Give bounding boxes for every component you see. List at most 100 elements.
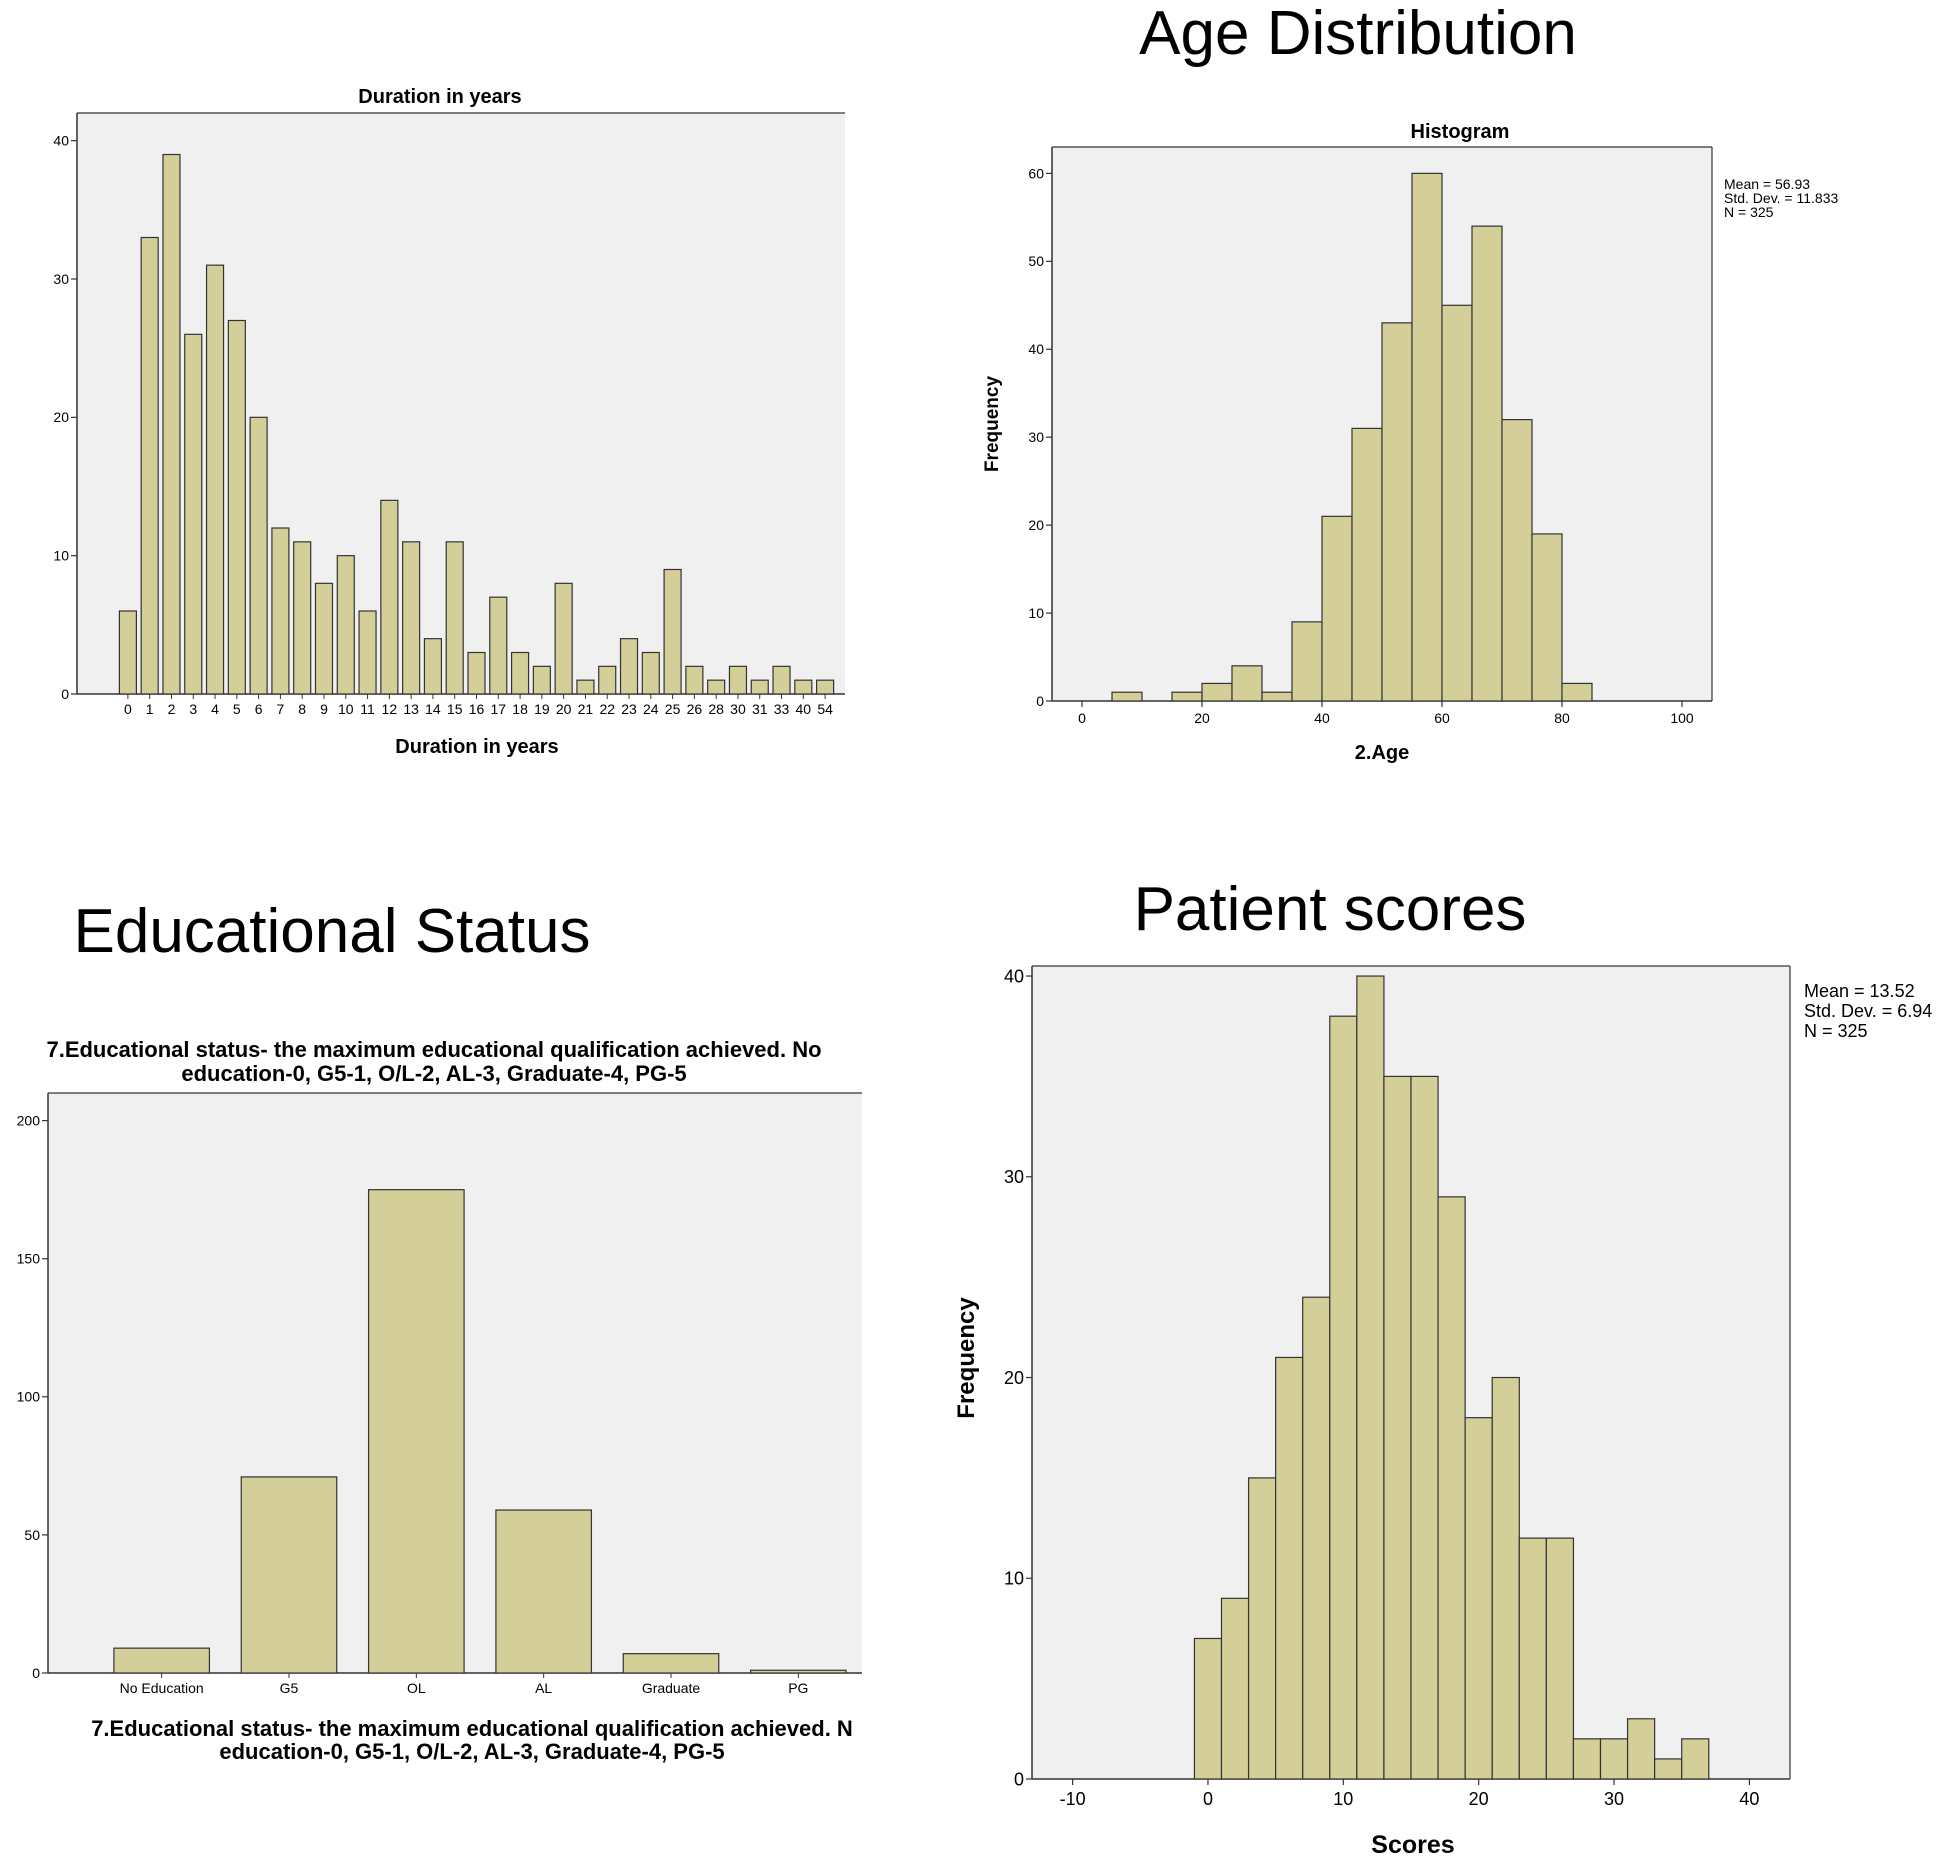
x-tick-label: No Education xyxy=(120,1680,204,1696)
bar xyxy=(423,638,443,695)
bar xyxy=(336,555,355,695)
bar xyxy=(227,319,246,695)
x-tick-label: 9 xyxy=(320,701,328,717)
x-tick-label: 12 xyxy=(382,701,398,717)
y-tick-label: 30 xyxy=(1004,1167,1024,1187)
bar xyxy=(467,651,486,695)
bar xyxy=(772,665,791,695)
histogram-bar xyxy=(1351,427,1383,702)
bar xyxy=(495,1509,593,1674)
bar xyxy=(205,264,225,695)
x-tick-label: 23 xyxy=(621,701,637,717)
chart-title: Histogram xyxy=(1411,121,1510,143)
histogram-bar xyxy=(1654,1758,1683,1780)
bar xyxy=(380,499,399,695)
x-tick-label: 40 xyxy=(1314,710,1330,726)
histogram-bar xyxy=(1626,1718,1656,1780)
heading-age-distribution: Age Distribution xyxy=(1139,0,1577,68)
bar xyxy=(113,1647,211,1674)
x-tick-label: 1 xyxy=(146,701,154,717)
bar xyxy=(598,665,617,695)
bar xyxy=(619,638,639,695)
x-tick-label: 60 xyxy=(1434,710,1450,726)
y-tick-label: 50 xyxy=(1028,253,1044,269)
bar xyxy=(622,1653,720,1674)
y-tick-label: 50 xyxy=(24,1527,40,1543)
bar xyxy=(240,1476,338,1674)
x-tick-label: 26 xyxy=(687,701,703,717)
x-tick-label: 14 xyxy=(425,701,441,717)
stats-line: Mean = 13.52 xyxy=(1804,981,1915,1001)
x-tick-label: G5 xyxy=(280,1680,299,1696)
y-tick-label: 40 xyxy=(1004,966,1024,986)
x-tick-label: 4 xyxy=(211,701,219,717)
x-tick-label: 3 xyxy=(189,701,197,717)
bar xyxy=(707,679,726,695)
x-tick-label: 2 xyxy=(168,701,176,717)
x-axis-label: 7.Educational status- the maximum educat… xyxy=(91,1716,853,1764)
chart-patient-scores-histogram: 0 10 20 30 40 -10 0 10 20 30 40 Scores Frequency Mean… xyxy=(953,965,1932,1859)
bar xyxy=(140,236,159,695)
histogram-bar xyxy=(1111,691,1143,702)
y-tick-label: 200 xyxy=(17,1113,41,1129)
x-tick-label: 17 xyxy=(490,701,506,717)
x-tick-label: 54 xyxy=(817,701,833,717)
x-tick-label: 19 xyxy=(534,701,550,717)
x-tick-label: Graduate xyxy=(642,1680,701,1696)
stats-line: Mean = 56.93 xyxy=(1724,176,1810,192)
x-tick-label: 11 xyxy=(360,701,375,717)
x-tick-label: -10 xyxy=(1060,1789,1086,1809)
x-tick-label: 100 xyxy=(1670,710,1694,726)
heading-patient-scores: Patient scores xyxy=(1134,875,1527,944)
x-tick-label: 13 xyxy=(403,701,419,717)
x-tick-label: 30 xyxy=(730,701,746,717)
x-axis-label: Scores xyxy=(1371,1831,1454,1859)
histogram-bar xyxy=(1261,691,1293,702)
histogram-bar xyxy=(1201,682,1233,702)
bar xyxy=(293,541,312,695)
bar xyxy=(510,651,530,695)
histogram-bar xyxy=(1545,1537,1575,1780)
x-tick-label: 31 xyxy=(752,701,768,717)
bar xyxy=(663,568,682,695)
y-tick-label: 100 xyxy=(17,1389,41,1405)
x-tick-label: 5 xyxy=(233,701,241,717)
x-axis-label: Duration in years xyxy=(395,736,558,758)
x-tick-label: 30 xyxy=(1604,1789,1624,1809)
stats-line: Std. Dev. = 6.94 xyxy=(1804,1001,1932,1021)
histogram-bar xyxy=(1356,975,1385,1780)
bar xyxy=(271,527,290,695)
chart-title: 7.Educational status- the maximum educat… xyxy=(46,1037,821,1086)
stats-line: Std. Dev. = 11.833 xyxy=(1724,190,1838,206)
chart-age-histogram: 0 10 20 30 40 50 60 0 20 40 60 80 100 Histogram 2.Age F… xyxy=(982,121,1838,764)
y-tick-label: 20 xyxy=(1028,517,1044,533)
y-tick-label: 40 xyxy=(1028,341,1044,357)
bar xyxy=(750,679,769,695)
x-tick-label: 6 xyxy=(255,701,263,717)
histogram-bar xyxy=(1329,1015,1358,1780)
x-axis-label: 2.Age xyxy=(1355,742,1409,764)
histogram-bar xyxy=(1275,1356,1304,1780)
y-tick-label: 10 xyxy=(53,548,69,564)
histogram-bar xyxy=(1681,1738,1710,1780)
stats-line: N = 325 xyxy=(1724,204,1774,220)
bar xyxy=(118,610,137,695)
histogram-bar xyxy=(1437,1196,1466,1780)
x-tick-label: 40 xyxy=(1739,1789,1759,1809)
histogram-bar xyxy=(1531,533,1563,702)
y-tick-label: 30 xyxy=(53,271,69,287)
bar xyxy=(641,651,660,695)
histogram-bar xyxy=(1383,1075,1412,1780)
histogram-bar xyxy=(1247,1477,1277,1780)
x-tick-label: 21 xyxy=(578,701,594,717)
x-tick-label: AL xyxy=(535,1680,552,1696)
bar xyxy=(489,596,508,695)
y-tick-label: 20 xyxy=(1004,1368,1024,1388)
x-tick-label: 0 xyxy=(1078,710,1086,726)
bar xyxy=(685,665,704,695)
bar xyxy=(445,541,464,695)
histogram-bar xyxy=(1518,1537,1547,1780)
x-tick-label: 25 xyxy=(665,701,681,717)
heading-educational-status: Educational Status xyxy=(73,897,590,966)
